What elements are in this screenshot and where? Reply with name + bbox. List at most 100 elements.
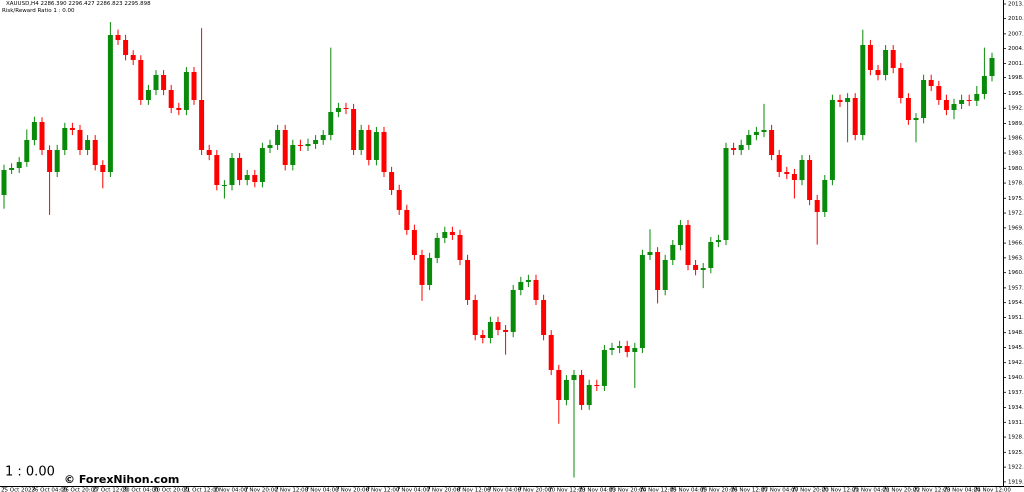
- candle-body: [145, 90, 151, 100]
- y-tick-label: 2007.185: [1008, 31, 1024, 37]
- candle-body: [366, 129, 372, 160]
- candle-body: [24, 140, 30, 162]
- y-tick-label: 1940.035: [1008, 375, 1024, 381]
- candle-body: [123, 40, 129, 56]
- candle-body: [624, 345, 630, 352]
- x-tick-label: 17 Nov 04:00: [761, 488, 799, 492]
- candle-body: [723, 147, 729, 241]
- candle-body: [252, 175, 258, 182]
- candle-body: [244, 175, 250, 180]
- candle-body: [655, 251, 661, 291]
- y-tick-label: 1942.925: [1008, 360, 1024, 366]
- candle-body: [837, 99, 843, 102]
- y-tick-label: 1980.920: [1008, 166, 1024, 172]
- y-tick-label: 1937.145: [1008, 390, 1024, 396]
- y-tick-label: 1969.275: [1008, 225, 1024, 231]
- y-tick-label: 1998.630: [1008, 75, 1024, 81]
- candle-body: [161, 75, 167, 91]
- y-tick-label: 1925.415: [1008, 450, 1024, 456]
- candle-body: [100, 164, 106, 172]
- x-tick-label: 9 Nov 04:00: [487, 488, 521, 492]
- candle-body: [586, 384, 592, 405]
- candle-body: [92, 140, 98, 165]
- candle-body: [297, 144, 303, 146]
- candle-body: [259, 147, 265, 182]
- x-tick-label: 30 Oct 20:00: [153, 488, 189, 492]
- candle-body: [411, 229, 417, 256]
- candle-body: [852, 97, 858, 135]
- candle-body: [457, 234, 463, 260]
- candle-body: [510, 290, 516, 332]
- y-tick-label: 1975.055: [1008, 196, 1024, 202]
- candle-body: [571, 374, 577, 380]
- candle-body: [579, 374, 585, 405]
- y-tick-label: 2001.405: [1008, 61, 1024, 67]
- candle-body: [989, 57, 995, 76]
- candle-body: [16, 161, 22, 169]
- candle-body: [890, 49, 896, 69]
- x-tick-label: 24 Nov 12:00: [974, 488, 1012, 492]
- candle-body: [168, 90, 174, 108]
- x-tick-label: 3 Nov 04:00: [305, 488, 339, 492]
- x-tick-label: 17 Nov 20:00: [791, 488, 829, 492]
- candle-body: [290, 144, 296, 165]
- candle-body: [563, 379, 569, 400]
- candle-body: [47, 149, 53, 172]
- x-tick-label: 1 Nov 04:00: [214, 488, 248, 492]
- candle-body: [343, 107, 349, 110]
- x-tick-label: 27 Oct 12:00: [92, 488, 128, 492]
- y-tick-label: 1957.545: [1008, 285, 1024, 291]
- candle-body: [358, 129, 364, 150]
- x-tick-label: 23 Nov 04:00: [943, 488, 981, 492]
- y-tick-label: 1945.900: [1008, 345, 1024, 351]
- x-tick-label: 20 Nov 12:00: [822, 488, 860, 492]
- candle-body: [115, 35, 121, 41]
- candle-body: [639, 255, 645, 348]
- candle-body: [495, 321, 501, 330]
- candle-body: [221, 184, 227, 186]
- candle-body: [328, 111, 334, 135]
- x-tick-label: 31 Oct 12:00: [183, 488, 219, 492]
- candle-body: [62, 127, 68, 150]
- candle-body: [685, 224, 691, 265]
- candle-body: [693, 264, 699, 270]
- symbol-info: XAUUSD,H4 2286.390 2296.427 2286.823 229…: [6, 1, 151, 7]
- candle-body: [39, 121, 45, 150]
- x-tick-label: 15 Nov 20:00: [700, 488, 738, 492]
- candle-body: [427, 257, 433, 285]
- candle-body: [138, 59, 144, 100]
- x-tick-label: 21 Nov 04:00: [852, 488, 890, 492]
- y-tick-label: 1922.525: [1008, 465, 1024, 471]
- candle-body: [647, 251, 653, 256]
- candle-body: [708, 242, 714, 268]
- candle-body: [966, 99, 972, 101]
- x-tick-label: 25 Oct 2023: [1, 488, 36, 492]
- candle-body: [776, 155, 782, 172]
- candle-body: [449, 231, 455, 235]
- candle-body: [153, 75, 159, 91]
- candle-body: [670, 244, 676, 260]
- candle-body: [556, 369, 562, 400]
- y-tick-label: 1960.520: [1008, 270, 1024, 276]
- candle-body: [335, 107, 341, 112]
- candle-body: [928, 79, 934, 87]
- candle-body: [829, 99, 835, 180]
- candle-body: [503, 329, 509, 332]
- y-tick-label: 1972.165: [1008, 211, 1024, 217]
- candle-body: [898, 68, 904, 98]
- candle-body: [875, 70, 881, 76]
- y-tick-label: 1928.390: [1008, 435, 1024, 441]
- watermark: © ForexNihon.com: [64, 473, 179, 486]
- candle-body: [753, 131, 759, 135]
- y-tick-label: 1983.895: [1008, 151, 1024, 157]
- candle-body: [677, 224, 683, 245]
- candle-body: [525, 279, 531, 282]
- candle-body: [487, 321, 493, 339]
- candle-body: [700, 267, 706, 270]
- y-tick-label: 1931.280: [1008, 420, 1024, 426]
- candle-body: [31, 121, 37, 141]
- candle-body: [480, 334, 486, 339]
- y-tick-label: 2004.295: [1008, 46, 1024, 52]
